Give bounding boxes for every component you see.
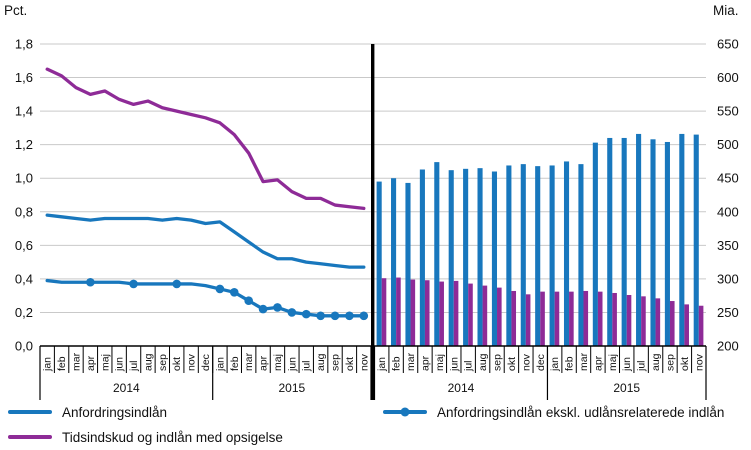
- legend-item-tidsindskud: Tidsindskud og indlån med opsigelse: [8, 428, 283, 446]
- svg-text:feb: feb: [56, 356, 68, 371]
- svg-text:1,0: 1,0: [15, 171, 33, 186]
- svg-text:feb: feb: [391, 356, 403, 371]
- svg-text:maj: maj: [99, 354, 111, 371]
- svg-text:apr: apr: [85, 355, 97, 371]
- x-axis: jan feb mar apr maj jun jul aug sep okt nov dec jan f…: [39, 345, 707, 400]
- svg-text:apr: apr: [592, 355, 604, 371]
- svg-text:jun: jun: [114, 357, 126, 372]
- bar-series-anfordringsindlaan: [376, 133, 699, 346]
- legend-label-tidsindskud: Tidsindskud og indlån med opsigelse: [62, 429, 283, 445]
- svg-text:0,2: 0,2: [15, 305, 33, 320]
- svg-text:nov: nov: [520, 353, 532, 371]
- legend-item-anfordringsindlaan-ekskl: Anfordringsindlån ekskl. udlånsrelatered…: [383, 403, 724, 421]
- svg-text:400: 400: [717, 204, 739, 219]
- svg-text:mar: mar: [70, 352, 82, 371]
- svg-text:apr: apr: [419, 355, 431, 371]
- svg-text:okt: okt: [506, 357, 518, 371]
- svg-text:sep: sep: [492, 354, 504, 371]
- right-axis-unit-label: Mia.: [713, 3, 739, 18]
- svg-text:550: 550: [717, 104, 739, 119]
- svg-text:0,0: 0,0: [15, 339, 33, 354]
- svg-text:jul: jul: [463, 360, 475, 372]
- svg-text:aug: aug: [650, 353, 662, 371]
- legend-label-anfordringsindlaan: Anfordringsindlån: [62, 404, 168, 420]
- svg-text:2014: 2014: [448, 381, 475, 395]
- y-axis-left-labels: 1,8 1,6 1,4 1,2 1,0 0,8 0,6 0,4 0,2 0,0: [15, 37, 33, 354]
- svg-text:jun: jun: [448, 357, 460, 372]
- svg-text:1,4: 1,4: [15, 104, 33, 119]
- svg-text:maj: maj: [607, 354, 619, 371]
- line-series-1: [45, 277, 369, 321]
- svg-text:mar: mar: [243, 352, 255, 371]
- svg-text:mar: mar: [405, 352, 417, 371]
- marker-dot-icon: [400, 407, 410, 417]
- svg-text:nov: nov: [186, 353, 198, 371]
- svg-text:aug: aug: [315, 353, 327, 371]
- svg-text:650: 650: [717, 37, 739, 52]
- svg-text:aug: aug: [142, 353, 154, 371]
- svg-text:300: 300: [717, 271, 739, 286]
- left-axis-unit-label: Pct.: [4, 3, 28, 18]
- svg-text:0,8: 0,8: [15, 204, 33, 219]
- svg-text:apr: apr: [258, 355, 270, 371]
- svg-text:sep: sep: [664, 354, 676, 371]
- svg-text:feb: feb: [564, 356, 576, 371]
- y-axis-right-labels: 650 600 550 500 450 400 350 300 250 200: [717, 37, 739, 354]
- svg-text:250: 250: [717, 305, 739, 320]
- svg-text:dec: dec: [535, 354, 547, 371]
- line-series-0: [45, 213, 366, 269]
- svg-text:nov: nov: [358, 353, 370, 371]
- svg-text:0,6: 0,6: [15, 238, 33, 253]
- purple-line-swatch-icon: [8, 435, 52, 439]
- svg-text:maj: maj: [272, 354, 284, 371]
- blue-line-swatch-icon: [8, 410, 52, 414]
- svg-text:jul: jul: [301, 360, 313, 372]
- svg-text:maj: maj: [434, 354, 446, 371]
- legend-item-anfordringsindlaan: Anfordringsindlån: [8, 403, 167, 421]
- svg-text:jan: jan: [214, 357, 226, 372]
- legend-label-anfordringsindlaan-ekskl: Anfordringsindlån ekskl. udlånsrelatered…: [437, 404, 725, 420]
- svg-text:jun: jun: [286, 357, 298, 372]
- blue-marker-line-swatch-icon: [383, 407, 427, 417]
- svg-text:500: 500: [717, 137, 739, 152]
- svg-text:jan: jan: [42, 357, 54, 372]
- svg-text:1,8: 1,8: [15, 37, 33, 52]
- svg-text:nov: nov: [693, 353, 705, 371]
- svg-text:sep: sep: [330, 354, 342, 371]
- svg-text:350: 350: [717, 238, 739, 253]
- line-series-2: [45, 67, 366, 211]
- svg-text:2014: 2014: [113, 381, 140, 395]
- svg-text:450: 450: [717, 171, 739, 186]
- svg-text:0,4: 0,4: [15, 271, 33, 286]
- svg-text:okt: okt: [171, 357, 183, 371]
- svg-text:2015: 2015: [278, 381, 305, 395]
- svg-text:okt: okt: [344, 357, 356, 371]
- svg-text:jul: jul: [636, 360, 648, 372]
- panel-divider: [371, 44, 375, 400]
- bar-series-tidsindskud: [381, 277, 704, 346]
- svg-text:aug: aug: [477, 353, 489, 371]
- svg-text:mar: mar: [578, 352, 590, 371]
- svg-text:okt: okt: [679, 357, 691, 371]
- svg-text:jan: jan: [376, 357, 388, 372]
- svg-text:2015: 2015: [613, 381, 640, 395]
- svg-text:jul: jul: [128, 360, 140, 372]
- svg-text:sep: sep: [157, 354, 169, 371]
- svg-text:jan: jan: [549, 357, 561, 372]
- svg-text:1,6: 1,6: [15, 70, 33, 85]
- svg-text:1,2: 1,2: [15, 137, 33, 152]
- svg-text:jun: jun: [621, 357, 633, 372]
- svg-text:feb: feb: [229, 356, 241, 371]
- svg-text:600: 600: [717, 70, 739, 85]
- svg-text:200: 200: [717, 339, 739, 354]
- svg-text:dec: dec: [200, 354, 212, 371]
